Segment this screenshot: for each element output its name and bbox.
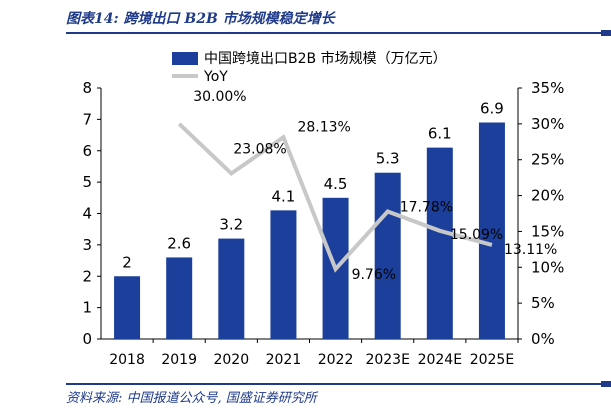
axes: 0 1 2 3 4 5 6 7 8 0% 5% 10% 15% 20% 25% 30% 35% 2018 2019 2… <box>82 79 564 368</box>
bar-data-label: 6.1 <box>428 125 452 143</box>
y-right-tick-label: 0% <box>531 330 555 348</box>
legend-bar-label: 中国跨境出口B2B 市场规模（万亿元） <box>204 50 447 67</box>
y-left-tick-label: 4 <box>82 205 92 223</box>
y-right-tick-label: 20% <box>531 187 564 205</box>
y-left-tick-label: 6 <box>82 142 92 160</box>
yoy-data-label: 28.13% <box>297 119 350 135</box>
bar-series: 2 2.6 3.2 4.1 4.5 5.3 6.1 6.9 <box>114 100 505 339</box>
y-right-tick-label: 35% <box>531 79 564 97</box>
bar <box>218 238 245 339</box>
yoy-series: 30.00% 23.08% 28.13% 9.76% 17.78% 15.09%13.11… <box>177 89 557 283</box>
y-right-tick-label: 30% <box>531 115 564 133</box>
bar <box>166 257 193 339</box>
bar-data-label: 2.6 <box>167 234 191 252</box>
x-tick-label: 2019 <box>161 352 197 368</box>
bar-data-label: 5.3 <box>376 150 400 168</box>
y-right-tick-label: 5% <box>531 294 555 312</box>
bar-data-label: 4.1 <box>272 187 296 205</box>
x-tick-label: 2018 <box>109 352 145 368</box>
yoy-data-label: 9.76% <box>352 267 396 283</box>
x-tick-label: 2022 <box>318 352 354 368</box>
x-tick-label: 2023E <box>365 352 409 368</box>
bar-data-label: 3.2 <box>219 216 243 234</box>
bottom-rule <box>66 383 611 385</box>
figure-title: 图表14: 跨境出口 B2B 市场规模稳定增长 <box>66 11 335 27</box>
top-corner-mark <box>601 30 611 36</box>
y-left-tick-label: 3 <box>82 236 92 254</box>
legend-bar-swatch <box>172 52 198 65</box>
bar <box>374 172 401 339</box>
figure-title-row: 图表14: 跨境出口 B2B 市场规模稳定增长 <box>66 4 611 28</box>
top-rule <box>66 32 611 34</box>
legend: 中国跨境出口B2B 市场规模（万亿元） YoY <box>172 50 447 85</box>
y-right-tick-label: 10% <box>531 258 564 276</box>
y-left-tick-label: 0 <box>82 330 92 348</box>
yoy-data-label: 30.00% <box>193 89 246 105</box>
bar <box>478 122 505 339</box>
bar <box>114 276 141 339</box>
bar <box>270 210 297 339</box>
x-tick-label: 2021 <box>266 352 302 368</box>
y-left-tick-label: 2 <box>82 267 92 285</box>
x-tick-label: 2025E <box>470 352 514 368</box>
legend-line-label: YoY <box>203 69 228 85</box>
x-tick-label: 2020 <box>213 352 249 368</box>
y-left-tick-label: 8 <box>82 79 92 97</box>
bar-data-label: 6.9 <box>480 100 504 118</box>
y-right-tick-label: 15% <box>531 222 564 240</box>
yoy-data-label: 13.11% <box>504 242 557 258</box>
y-left-tick-label: 1 <box>82 299 92 317</box>
yoy-data-label: 23.08% <box>233 141 286 157</box>
bar-data-label: 2 <box>122 253 132 271</box>
y-right-tick-label: 25% <box>531 151 564 169</box>
yoy-data-label: 15.09% <box>450 227 503 243</box>
yoy-data-label: 17.78% <box>400 199 453 215</box>
y-left-tick-label: 7 <box>82 110 92 128</box>
source-note: 资料来源: 中国报道公众号, 国盛证券研究所 <box>66 391 317 406</box>
bar <box>426 147 453 339</box>
y-left-tick-label: 5 <box>82 173 92 191</box>
bar-data-label: 4.5 <box>324 175 348 193</box>
x-tick-label: 2024E <box>418 352 462 368</box>
bottom-corner-mark <box>601 381 611 387</box>
